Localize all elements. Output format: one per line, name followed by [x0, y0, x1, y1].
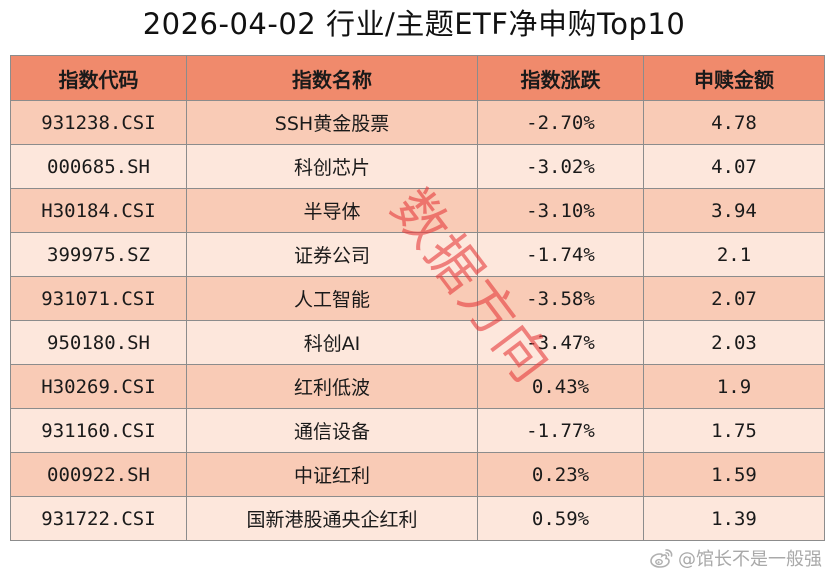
cell-amount: 2.07: [643, 276, 825, 321]
table-row: 931722.CSI 国新港股通央企红利 0.59% 1.39: [10, 496, 825, 541]
cell-index-change: -3.02%: [477, 144, 644, 189]
data-table: 指数代码 指数名称 指数涨跌 申赎金额 931238.CSI SSH黄金股票 -…: [10, 55, 825, 541]
cell-index-code: 950180.SH: [10, 320, 187, 365]
cell-amount: 3.94: [643, 188, 825, 233]
cell-index-change: 0.43%: [477, 364, 644, 409]
cell-index-code: 931071.CSI: [10, 276, 187, 321]
header-amount: 申赎金额: [643, 55, 825, 101]
cell-index-name: 红利低波: [186, 364, 478, 409]
header-row: 指数代码 指数名称 指数涨跌 申赎金额: [10, 55, 825, 101]
table-row: 000922.SH 中证红利 0.23% 1.59: [10, 452, 825, 497]
page-title: 2026-04-02 行业/主题ETF净申购Top10: [142, 7, 686, 41]
table-row: 000685.SH 科创芯片 -3.02% 4.07: [10, 144, 825, 189]
cell-amount: 2.03: [643, 320, 825, 365]
table-row: H30184.CSI 半导体 -3.10% 3.94: [10, 188, 825, 233]
cell-index-name: 人工智能: [186, 276, 478, 321]
cell-amount: 4.07: [643, 144, 825, 189]
author-credit: @馆长不是一般强: [650, 545, 822, 571]
cell-index-change: -1.77%: [477, 408, 644, 453]
cell-amount: 1.75: [643, 408, 825, 453]
cell-index-change: -1.74%: [477, 232, 644, 277]
cell-index-change: -3.10%: [477, 188, 644, 233]
cell-index-code: 931160.CSI: [10, 408, 187, 453]
cell-amount: 1.59: [643, 452, 825, 497]
cell-index-change: -2.70%: [477, 100, 644, 145]
table-body: 931238.CSI SSH黄金股票 -2.70% 4.78 000685.SH…: [10, 100, 825, 541]
cell-index-code: H30269.CSI: [10, 364, 187, 409]
cell-index-code: 000685.SH: [10, 144, 187, 189]
table-row: 399975.SZ 证券公司 -1.74% 2.1: [10, 232, 825, 277]
weibo-logo-icon: [650, 548, 674, 568]
cell-index-code: H30184.CSI: [10, 188, 187, 233]
cell-amount: 1.9: [643, 364, 825, 409]
cell-amount: 4.78: [643, 100, 825, 145]
table-row: 950180.SH 科创AI -3.47% 2.03: [10, 320, 825, 365]
cell-index-change: -3.58%: [477, 276, 644, 321]
table-row: 931071.CSI 人工智能 -3.58% 2.07: [10, 276, 825, 321]
cell-index-change: 0.59%: [477, 496, 644, 541]
cell-amount: 2.1: [643, 232, 825, 277]
cell-index-name: 证券公司: [186, 232, 478, 277]
cell-index-name: 通信设备: [186, 408, 478, 453]
cell-index-code: 000922.SH: [10, 452, 187, 497]
header-index-name: 指数名称: [186, 55, 478, 101]
cell-index-code: 931238.CSI: [10, 100, 187, 145]
cell-index-name: 科创AI: [186, 320, 478, 365]
cell-index-change: 0.23%: [477, 452, 644, 497]
header-index-code: 指数代码: [10, 55, 187, 101]
cell-index-name: 半导体: [186, 188, 478, 233]
cell-index-code: 399975.SZ: [10, 232, 187, 277]
cell-index-name: SSH黄金股票: [186, 100, 478, 145]
cell-amount: 1.39: [643, 496, 825, 541]
cell-index-name: 中证红利: [186, 452, 478, 497]
credit-text: @馆长不是一般强: [678, 549, 822, 570]
cell-index-change: -3.47%: [477, 320, 644, 365]
table-header: 指数代码 指数名称 指数涨跌 申赎金额: [10, 55, 825, 101]
cell-index-name: 科创芯片: [186, 144, 478, 189]
table-row: 931160.CSI 通信设备 -1.77% 1.75: [10, 408, 825, 453]
table-row: 931238.CSI SSH黄金股票 -2.70% 4.78: [10, 100, 825, 145]
header-index-change: 指数涨跌: [477, 55, 644, 101]
cell-index-code: 931722.CSI: [10, 496, 187, 541]
table-row: H30269.CSI 红利低波 0.43% 1.9: [10, 364, 825, 409]
cell-index-name: 国新港股通央企红利: [186, 496, 478, 541]
